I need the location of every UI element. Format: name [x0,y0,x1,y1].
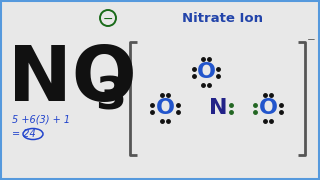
Text: 5 +6(3) + 1: 5 +6(3) + 1 [12,115,70,125]
Text: NO: NO [8,43,137,117]
Text: −: − [307,35,316,45]
Text: 3: 3 [95,75,126,118]
Text: = 24: = 24 [12,129,36,139]
Text: O: O [259,98,277,118]
Text: −: − [103,12,113,26]
Text: O: O [196,62,215,82]
Text: O: O [156,98,174,118]
Text: Nitrate Ion: Nitrate Ion [181,12,262,24]
Text: N: N [209,98,227,118]
